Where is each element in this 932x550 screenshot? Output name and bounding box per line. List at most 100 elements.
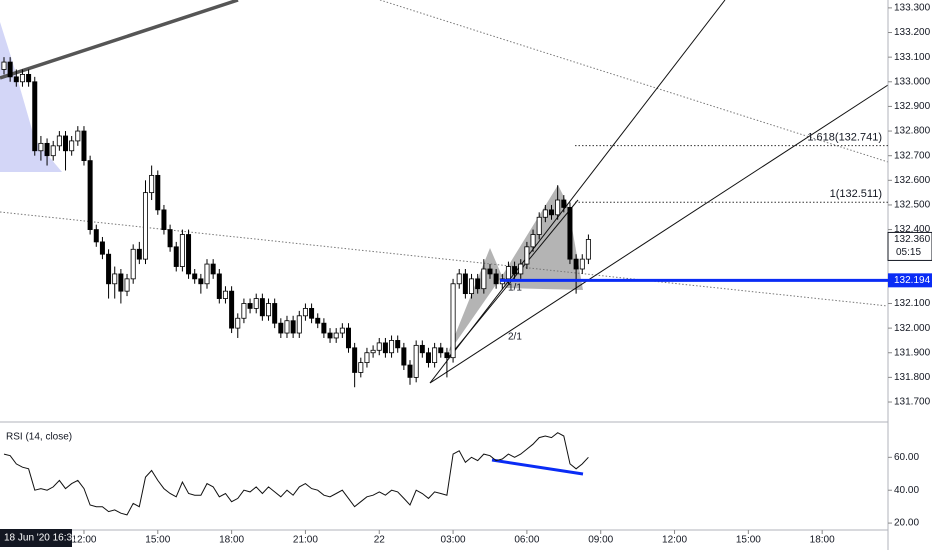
candle-body — [309, 308, 315, 319]
candle-body — [266, 303, 272, 317]
candle-body — [419, 344, 425, 354]
candle-body — [241, 303, 247, 319]
candle-body — [118, 273, 124, 292]
candle-body — [7, 61, 13, 78]
y-tick-label: 132.900 — [894, 101, 931, 112]
trend-line — [0, 0, 239, 80]
harmonic-pattern — [447, 248, 502, 355]
candle-body — [259, 298, 265, 317]
x-tick-label: 15:00 — [736, 535, 761, 546]
x-tick-label: 18:00 — [810, 535, 835, 546]
x-tick-label: 12:00 — [71, 535, 96, 546]
candle-body — [112, 273, 118, 285]
candle-body — [456, 273, 462, 285]
candle-body — [1, 61, 7, 70]
candle-body — [376, 342, 382, 351]
candle-body — [296, 315, 302, 334]
y-tick-label: 132.600 — [894, 175, 931, 186]
candle-body — [579, 258, 585, 270]
candle-body — [247, 303, 253, 309]
candle-body — [432, 347, 438, 364]
y-tick-label: 131.700 — [894, 397, 931, 408]
candle-body — [167, 229, 173, 248]
candle-body — [444, 352, 450, 359]
candle-body — [204, 263, 210, 285]
candle-body — [413, 344, 419, 378]
y-tick-label: 132.100 — [894, 298, 931, 309]
candle-body — [136, 248, 142, 260]
fan-line — [429, 0, 726, 384]
x-tick-label: 03:00 — [441, 535, 466, 546]
last-price-label: 132.360 — [894, 234, 931, 245]
candle-body — [81, 130, 87, 162]
candle-body — [173, 246, 179, 267]
candle-body — [155, 174, 161, 211]
y-tick-label: 133.100 — [894, 52, 931, 63]
trend-line — [379, 0, 889, 163]
candle-body — [179, 234, 185, 267]
candle-body — [512, 266, 518, 275]
candle-body — [524, 246, 530, 265]
candle-body — [395, 340, 401, 349]
candle-body — [493, 273, 499, 285]
candle-body — [561, 199, 567, 208]
candle-body — [481, 268, 487, 290]
candle-body — [63, 135, 69, 152]
candle-body — [50, 145, 56, 157]
candle-body — [542, 209, 548, 218]
candle-body — [26, 73, 32, 83]
annotation: 2/1 — [508, 332, 522, 343]
candle-body — [87, 160, 93, 230]
y-tick-label: 133.000 — [894, 76, 931, 87]
candle-body — [321, 322, 327, 334]
candle-body — [327, 332, 333, 339]
candle-body — [93, 229, 99, 243]
candle-body — [462, 273, 468, 295]
candle-body — [536, 216, 542, 235]
candle-body — [352, 347, 358, 373]
rsi-divergence-line — [491, 458, 584, 476]
shaded-pattern — [0, 22, 62, 172]
x-tick-label: 12:00 — [662, 535, 687, 546]
candle-body — [216, 273, 222, 299]
candle-body — [505, 266, 511, 280]
candle-body — [407, 364, 413, 378]
candle-body — [370, 349, 376, 354]
candle-body — [198, 278, 204, 285]
candle-body — [38, 142, 44, 152]
candle-body — [585, 239, 591, 260]
candle-body — [302, 308, 308, 317]
candle-body — [450, 283, 456, 359]
candle-body — [518, 263, 524, 275]
candle-body — [142, 192, 148, 260]
candle-body — [567, 207, 573, 260]
x-tick-label: 09:00 — [588, 535, 613, 546]
candle-body — [222, 290, 228, 299]
y-tick-label: 131.900 — [894, 347, 931, 358]
candle-body — [253, 298, 259, 309]
rsi-title: RSI (14, close) — [6, 432, 72, 443]
fib-label: 1.618(132.741) — [807, 131, 882, 143]
countdown: 05:15 — [896, 247, 921, 258]
candle-body — [487, 268, 493, 275]
candle-body — [469, 278, 475, 295]
candle-body — [573, 258, 579, 270]
candle-body — [210, 263, 216, 275]
candle-body — [438, 347, 444, 354]
candle-body — [13, 76, 19, 83]
candle-body — [530, 234, 536, 248]
candle-body — [382, 342, 388, 354]
candle-body — [278, 322, 284, 334]
candle-body — [124, 278, 130, 292]
candle-body — [389, 340, 395, 354]
rsi-line — [3, 432, 589, 516]
x-tick-label: 18:00 — [219, 535, 244, 546]
candle-body — [290, 320, 296, 334]
rsi-y-tick-label: 40.00 — [894, 485, 919, 496]
y-tick-label: 132.800 — [894, 126, 931, 137]
annotation: 1/1 — [508, 283, 522, 294]
y-tick-label: 131.800 — [894, 372, 931, 383]
price-line-label-box — [888, 273, 932, 288]
candle-body — [99, 241, 105, 255]
